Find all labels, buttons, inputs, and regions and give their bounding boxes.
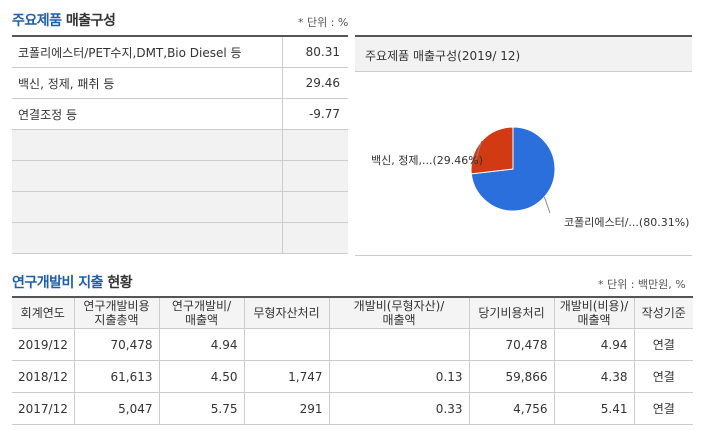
year-cell: 2019/12 — [12, 328, 75, 361]
value-cell: 4.94 — [159, 328, 245, 361]
table-row: 2018/12 61,613 4.50 1,747 0.13 59,866 4.… — [12, 360, 693, 393]
pie-chart: 코폴리에스터/...(80.31%) 백신, 정제,...(29.46%) — [371, 126, 689, 229]
value-cell: 70,478 — [469, 328, 555, 361]
table-row: 2017/12 5,047 5.75 291 0.33 4,756 5.41 연… — [12, 392, 693, 425]
value-cell: 1,747 — [244, 360, 330, 393]
table-row: 코폴리에스터/PET수지,DMT,Bio Diesel 등 80.31 — [12, 37, 348, 68]
empty-row — [12, 160, 348, 192]
pie-slice-label: 백신, 정제,...(29.46%) — [371, 154, 483, 167]
header-expense: 당기비용처리 — [469, 298, 555, 329]
header-fiscal-year: 회계연도 — [12, 298, 75, 329]
value-cell — [244, 328, 330, 361]
product-unit-label: * 단위 : % — [298, 16, 349, 29]
product-value-cell: 29.46 — [282, 67, 348, 99]
product-name-cell: 백신, 정제, 패취 등 — [12, 67, 283, 99]
product-table: 코폴리에스터/PET수지,DMT,Bio Diesel 등 80.31 백신, … — [12, 37, 348, 254]
table-row: 2019/12 70,478 4.94 70,478 4.94 연결 — [12, 328, 693, 361]
header-basis: 작성기준 — [634, 298, 693, 329]
pie-chart-panel: 주요제품 매출구성(2019/ 12) 코폴리에스터/...(80.31%) 백신… — [355, 35, 692, 256]
rnd-table-wrapper: 회계연도 연구개발비용 지출총액 연구개발비/매출액 무형자산처리 개발비(무형자… — [12, 296, 693, 425]
product-name-cell: 코폴리에스터/PET수지,DMT,Bio Diesel 등 — [12, 37, 283, 68]
basis-cell: 연결 — [634, 328, 693, 361]
pie-leader-line — [474, 140, 483, 163]
rnd-section-title: 연구개발비 지출 현황 — [12, 272, 133, 292]
rnd-unit-label: * 단위 : 백만원, % — [598, 278, 686, 291]
product-table-wrapper: 코폴리에스터/PET수지,DMT,Bio Diesel 등 80.31 백신, … — [12, 35, 348, 254]
value-cell: 59,866 — [469, 360, 555, 393]
empty-row — [12, 222, 348, 254]
value-cell: 4.38 — [554, 360, 635, 393]
rnd-header-row: 회계연도 연구개발비용 지출총액 연구개발비/매출액 무형자산처리 개발비(무형자… — [12, 298, 693, 329]
value-cell — [329, 328, 470, 361]
value-cell: 4.50 — [159, 360, 245, 393]
header-dev-expense-ratio: 개발비(비용)/매출액 — [554, 298, 635, 329]
basis-cell: 연결 — [634, 360, 693, 393]
value-cell: 70,478 — [74, 328, 160, 361]
pie-leader-line — [543, 196, 551, 214]
year-cell: 2018/12 — [12, 360, 75, 393]
header-dev-intangible-ratio: 개발비(무형자산)/매출액 — [329, 298, 470, 329]
rnd-title-rest: 현황 — [103, 275, 133, 291]
value-cell: 61,613 — [74, 360, 160, 393]
table-row: 백신, 정제, 패취 등 29.46 — [12, 67, 348, 99]
year-cell: 2017/12 — [12, 392, 75, 425]
empty-row — [12, 129, 348, 161]
value-cell: 5,047 — [74, 392, 160, 425]
pie-slice-label: 코폴리에스터/...(80.31%) — [564, 216, 689, 229]
pie-slice — [470, 126, 514, 175]
product-value-cell: -9.77 — [282, 98, 348, 130]
product-value-cell: 80.31 — [282, 37, 348, 68]
chart-title: 주요제품 매출구성(2019/ 12) — [365, 49, 521, 63]
rnd-title-highlight: 연구개발비 지출 — [12, 275, 104, 291]
header-rnd-ratio: 연구개발비/매출액 — [159, 298, 245, 329]
value-cell: 5.75 — [159, 392, 245, 425]
rnd-table: 회계연도 연구개발비용 지출총액 연구개발비/매출액 무형자산처리 개발비(무형자… — [12, 298, 693, 425]
header-rnd-total: 연구개발비용 지출총액 — [74, 298, 160, 329]
value-cell: 0.33 — [329, 392, 470, 425]
product-name-cell: 연결조정 등 — [12, 98, 283, 130]
value-cell: 0.13 — [329, 360, 470, 393]
table-row: 연결조정 등 -9.77 — [12, 98, 348, 130]
chart-header: 주요제품 매출구성(2019/ 12) — [355, 37, 692, 72]
empty-row — [12, 191, 348, 223]
value-cell: 291 — [244, 392, 330, 425]
value-cell: 4,756 — [469, 392, 555, 425]
product-section-title: 주요제품 매출구성 — [12, 10, 116, 30]
product-title-rest: 매출구성 — [61, 13, 116, 29]
value-cell: 5.41 — [554, 392, 635, 425]
value-cell: 4.94 — [554, 328, 635, 361]
basis-cell: 연결 — [634, 392, 693, 425]
product-title-highlight: 주요제품 — [12, 13, 62, 29]
header-intangible: 무형자산처리 — [244, 298, 330, 329]
